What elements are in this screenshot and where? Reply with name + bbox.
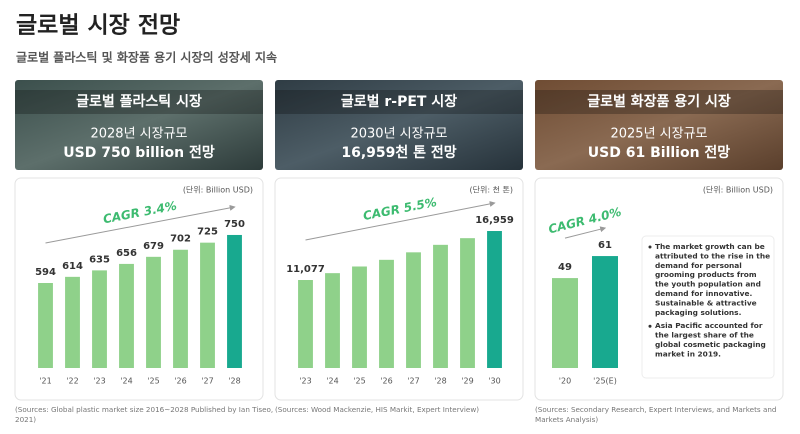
page-subtitle: 글로벌 플라스틱 및 화장품 용기 시장의 성장세 지속 [16, 50, 277, 65]
unit-label: (단위: Billion USD) [183, 185, 253, 195]
value-label: 679 [143, 241, 164, 252]
x-tick-label: '29 [461, 377, 473, 386]
panel-image [275, 80, 523, 170]
x-tick-label: '28 [228, 377, 240, 386]
bar [460, 238, 475, 368]
bar [200, 242, 215, 368]
x-tick-label: '27 [201, 377, 213, 386]
source-note: Markets Analysis) [535, 415, 598, 424]
cagr-arrow [564, 226, 607, 239]
x-tick-label: '23 [299, 377, 311, 386]
panel-headline: 16,959천 톤 전망 [341, 144, 456, 161]
bar [119, 263, 134, 368]
x-tick-label: '30 [488, 377, 500, 386]
note-line: market in 2019. [655, 349, 721, 358]
panel-image [535, 80, 783, 170]
note-line: The market growth can be [655, 242, 765, 251]
note-line: the largest share of the [655, 331, 754, 340]
value-label: 750 [224, 219, 245, 230]
source-note: (Sources: Global plastic market size 201… [15, 405, 273, 414]
bullet [648, 324, 652, 328]
bar [352, 266, 367, 368]
panel-title-band [15, 90, 263, 114]
bar [406, 252, 421, 368]
x-tick-label: '24 [326, 377, 338, 386]
note-line: demand for personal [655, 261, 742, 270]
panel-title-band [275, 90, 523, 114]
x-tick-label: '20 [559, 377, 571, 386]
bar [325, 273, 340, 368]
x-tick-label: '25 [353, 377, 365, 386]
panel-image [15, 80, 263, 170]
note-line: global cosmetic packaging [655, 340, 766, 349]
x-tick-label: '23 [93, 377, 105, 386]
note-line: grooming products from [655, 270, 757, 279]
bar [298, 280, 313, 368]
note-line: packaging solutions. [655, 308, 742, 317]
panel-title-band [535, 90, 783, 114]
note-line: Sustainable & attractive [655, 298, 757, 307]
source-note: (Sources: Wood Mackenzie, HIS Markit, Ex… [275, 405, 479, 414]
x-tick-label: '25 [147, 377, 159, 386]
unit-label: (단위: Billion USD) [703, 185, 773, 195]
value-label: 656 [116, 248, 137, 259]
page-title: 글로벌 시장 전망 [16, 13, 180, 39]
value-label: 11,077 [286, 264, 325, 275]
panel-headline: USD 61 Billion 전망 [588, 144, 731, 161]
note-line: attributed to the rise in the [655, 251, 770, 260]
notes-box [641, 235, 775, 379]
note-line: Asia Pacific accounted for [655, 321, 763, 330]
value-label: 61 [598, 240, 612, 251]
x-tick-label: '25(E) [593, 377, 617, 386]
x-tick-label: '27 [407, 377, 419, 386]
bar [92, 270, 107, 368]
source-note: 2021) [15, 415, 36, 424]
panel-subtitle: 2025년 시장규모 [610, 127, 707, 142]
value-label: 725 [197, 227, 218, 238]
note-line: demand for innovative. [655, 289, 752, 298]
x-tick-label: '22 [66, 377, 78, 386]
value-label: 702 [170, 234, 191, 245]
panel-subtitle: 2030년 시장규모 [350, 127, 447, 142]
bar [433, 244, 448, 368]
panel-title: 글로벌 플라스틱 시장 [76, 93, 202, 110]
bar [65, 276, 80, 368]
bar [227, 234, 242, 368]
value-label: 49 [558, 262, 572, 273]
source-note: (Sources: Secondary Research, Expert Int… [535, 405, 776, 414]
x-tick-label: '26 [174, 377, 186, 386]
bar [173, 249, 188, 368]
x-tick-label: '26 [380, 377, 392, 386]
cagr-arrow [305, 200, 496, 241]
unit-label: (단위: 천 톤) [470, 185, 513, 195]
bar [487, 231, 502, 368]
panel-subtitle: 2028년 시장규모 [90, 127, 187, 142]
bar [552, 278, 578, 368]
bar [146, 256, 161, 368]
bar [379, 259, 394, 368]
value-label: 16,959 [475, 215, 514, 226]
panel-headline: USD 750 billion 전망 [63, 144, 215, 161]
value-label: 614 [62, 261, 83, 272]
note-line: the youth population and [655, 280, 761, 289]
x-tick-label: '28 [434, 377, 446, 386]
bar [38, 283, 53, 368]
panel-title: 글로벌 화장품 용기 시장 [587, 93, 731, 110]
bullet [648, 245, 652, 249]
bar [592, 256, 618, 368]
panel-title: 글로벌 r-PET 시장 [341, 93, 457, 110]
x-tick-label: '21 [39, 377, 51, 386]
cagr-arrow [45, 204, 236, 244]
value-label: 635 [89, 254, 110, 265]
value-label: 594 [35, 267, 56, 278]
x-tick-label: '24 [120, 377, 132, 386]
